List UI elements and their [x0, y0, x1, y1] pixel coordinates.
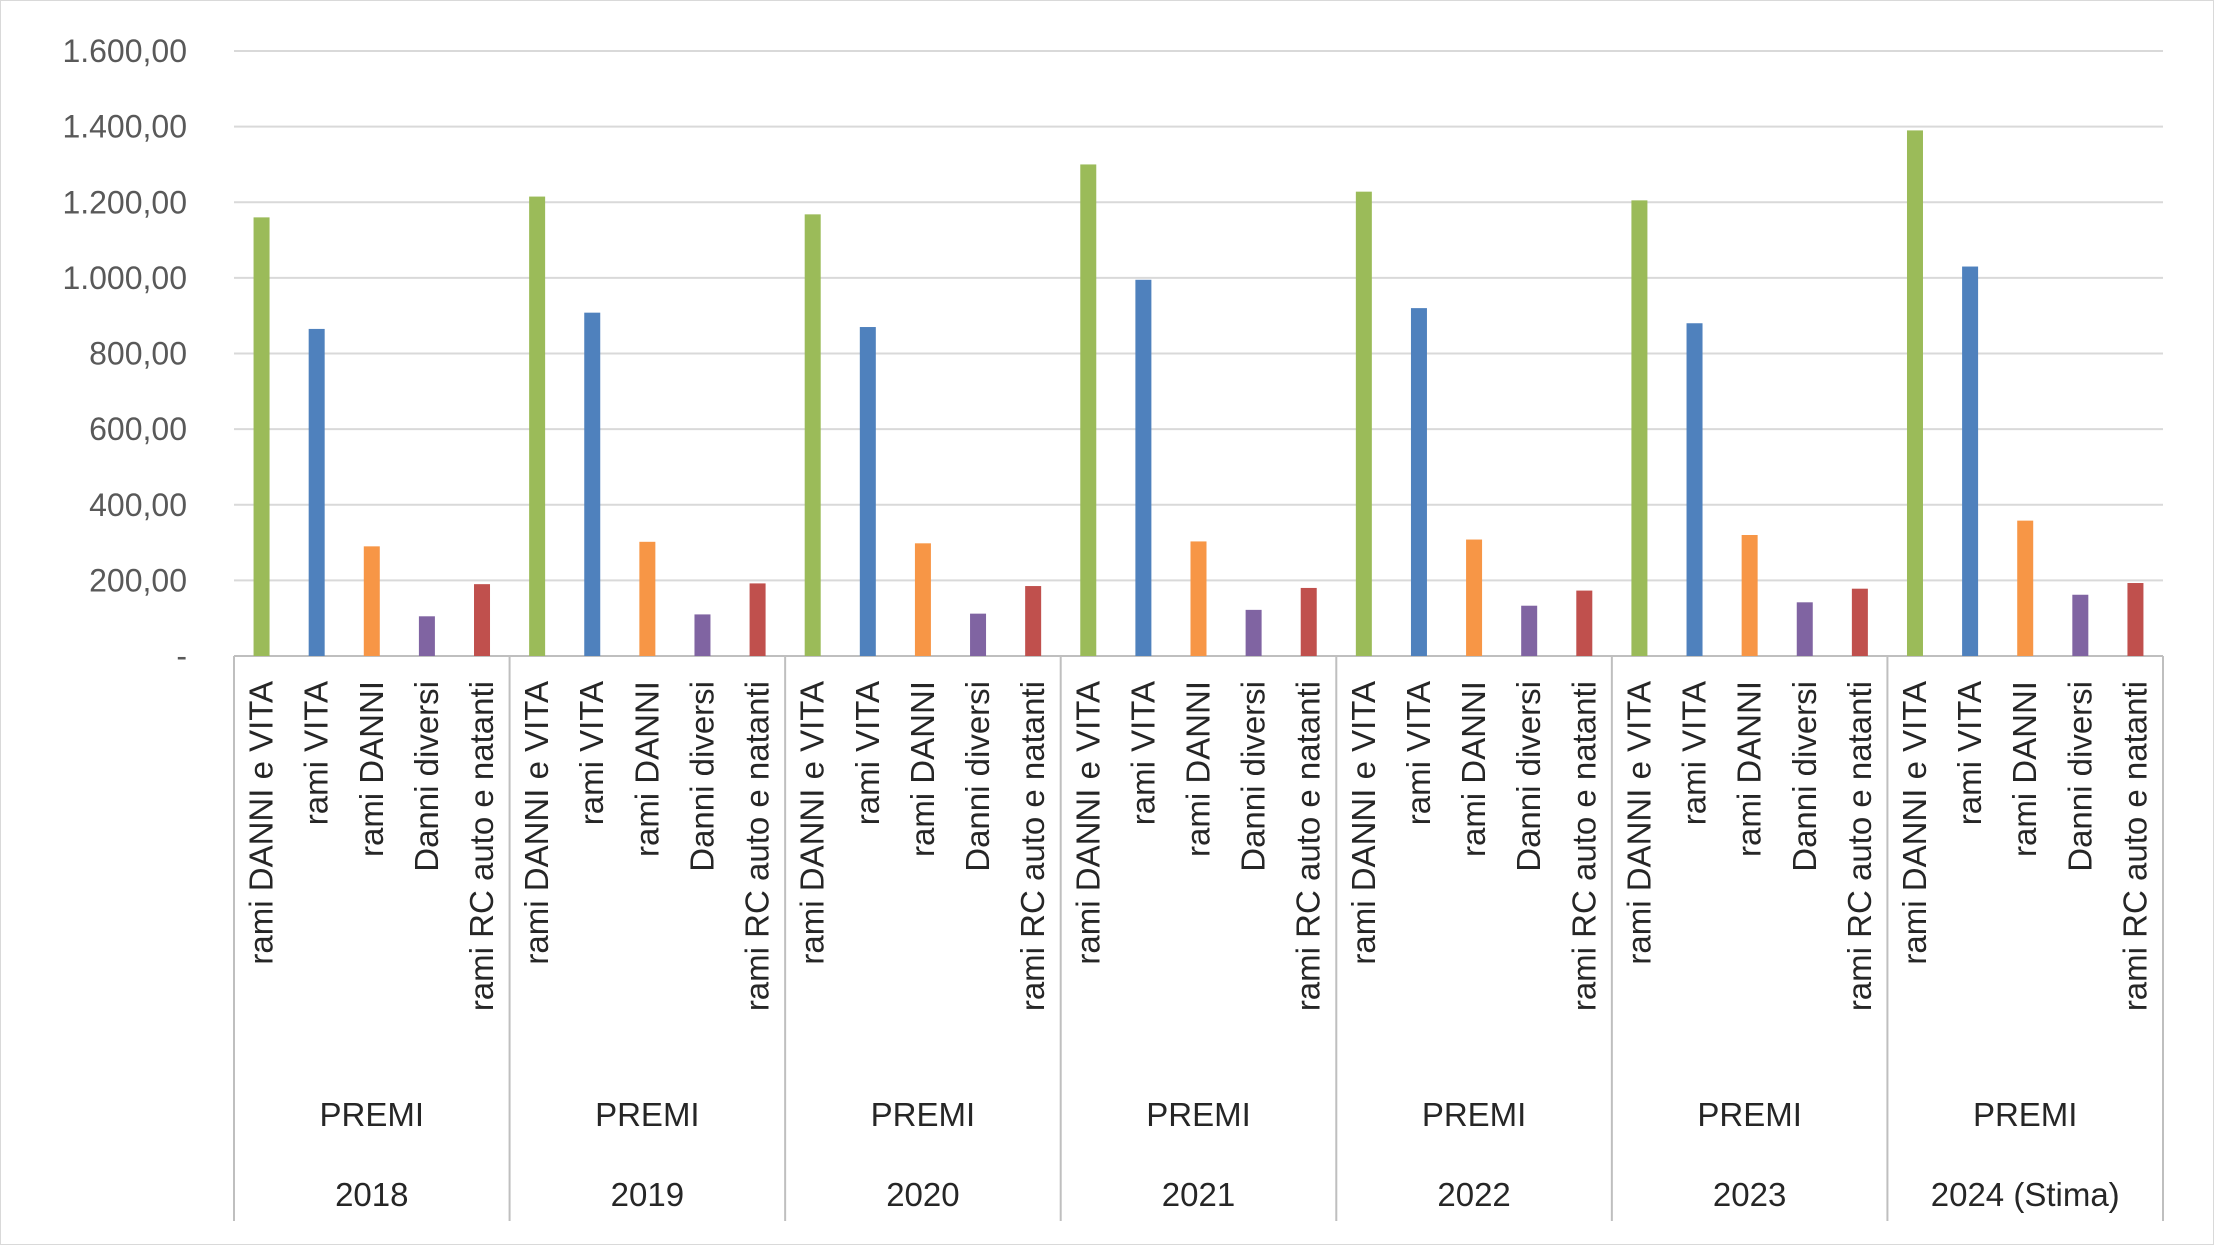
- category-label: rami VITA: [573, 681, 610, 825]
- category-label: rami RC auto e natanti: [1565, 681, 1602, 1011]
- bar: [418, 616, 435, 656]
- category-label: rami RC auto e natanti: [1290, 681, 1327, 1011]
- category-label: rami RC auto e natanti: [739, 681, 776, 1011]
- year-label: 2021: [1162, 1176, 1235, 1213]
- bar: [859, 327, 876, 656]
- year-label: 2019: [611, 1176, 684, 1213]
- y-tick-label: 600,00: [89, 411, 187, 447]
- category-label: rami VITA: [1951, 681, 1988, 825]
- category-label: rami RC auto e natanti: [1841, 681, 1878, 1011]
- year-label: 2023: [1713, 1176, 1786, 1213]
- category-label: rami DANNI: [1731, 681, 1768, 857]
- bar: [1355, 191, 1372, 656]
- bar: [1521, 605, 1538, 656]
- category-label: rami RC auto e natanti: [1014, 681, 1051, 1011]
- bar: [529, 196, 546, 656]
- category-label: rami DANNI e VITA: [1069, 681, 1106, 965]
- bar: [1906, 130, 1923, 656]
- y-tick-label: 200,00: [89, 562, 187, 598]
- year-label: 2020: [886, 1176, 959, 1213]
- bar: [1576, 590, 1593, 656]
- bar: [363, 546, 380, 656]
- year-label: 2022: [1437, 1176, 1510, 1213]
- group-label: PREMI: [1422, 1096, 1527, 1133]
- category-label: rami VITA: [1676, 681, 1713, 825]
- group-label: PREMI: [871, 1096, 976, 1133]
- category-label: rami DANNI e VITA: [243, 681, 280, 965]
- bar: [2017, 520, 2034, 656]
- bar: [1025, 586, 1042, 656]
- bar: [1410, 308, 1427, 656]
- y-tick-label: 1.400,00: [62, 109, 187, 145]
- category-label: Danni diversi: [959, 681, 996, 872]
- bar: [1851, 588, 1868, 656]
- bar: [2127, 583, 2144, 656]
- bar: [694, 614, 711, 656]
- bar: [639, 541, 656, 656]
- bar: [1245, 609, 1262, 656]
- bar: [1631, 200, 1648, 656]
- bar: [1796, 602, 1813, 656]
- group-label: PREMI: [1697, 1096, 1802, 1133]
- category-label: rami DANNI: [1455, 681, 1492, 857]
- category-label: Danni diversi: [1786, 681, 1823, 872]
- category-label: rami DANNI: [353, 681, 390, 857]
- category-label: rami DANNI: [2006, 681, 2043, 857]
- bar: [1686, 323, 1703, 656]
- category-label: rami DANNI e VITA: [1345, 681, 1382, 965]
- bar: [1190, 541, 1207, 656]
- bar: [2072, 594, 2089, 656]
- category-label: Danni diversi: [683, 681, 720, 872]
- year-label: 2024 (Stima): [1931, 1176, 2120, 1213]
- group-label: PREMI: [320, 1096, 425, 1133]
- bar: [1135, 279, 1152, 656]
- category-label: rami VITA: [298, 681, 335, 825]
- bar: [253, 217, 270, 656]
- bar: [1741, 535, 1758, 656]
- bar: [1080, 164, 1097, 656]
- category-label: rami VITA: [1124, 681, 1161, 825]
- y-tick-label: 400,00: [89, 487, 187, 523]
- y-tick-label: 1.200,00: [62, 184, 187, 220]
- y-tick-label: 800,00: [89, 336, 187, 372]
- y-tick-label: -: [176, 638, 187, 674]
- y-tick-label: 1.000,00: [62, 260, 187, 296]
- bar: [749, 583, 766, 656]
- bar: [584, 312, 601, 656]
- category-label: rami DANNI e VITA: [794, 681, 831, 965]
- category-label: Danni diversi: [1510, 681, 1547, 872]
- category-label: rami DANNI e VITA: [1620, 681, 1657, 965]
- category-label: rami DANNI e VITA: [1896, 681, 1933, 965]
- bar: [1962, 266, 1979, 656]
- category-label: rami RC auto e natanti: [2116, 681, 2153, 1011]
- y-tick-label: 1.600,00: [62, 33, 187, 69]
- bar: [308, 328, 325, 656]
- bar: [804, 214, 821, 656]
- group-label: PREMI: [595, 1096, 700, 1133]
- category-label: rami DANNI: [904, 681, 941, 857]
- category-label: rami DANNI e VITA: [518, 681, 555, 965]
- bar: [1300, 587, 1317, 656]
- category-label: Danni diversi: [2061, 681, 2098, 872]
- bar: [474, 584, 491, 656]
- bar: [914, 543, 931, 656]
- category-label: rami VITA: [1400, 681, 1437, 825]
- group-label: PREMI: [1146, 1096, 1251, 1133]
- group-label: PREMI: [1973, 1096, 2078, 1133]
- category-label: Danni diversi: [1235, 681, 1272, 872]
- category-label: rami VITA: [849, 681, 886, 825]
- category-label: rami RC auto e natanti: [463, 681, 500, 1011]
- category-label: rami DANNI: [628, 681, 665, 857]
- bar: [1466, 539, 1483, 656]
- category-label: Danni diversi: [408, 681, 445, 872]
- year-label: 2018: [335, 1176, 408, 1213]
- category-label: rami DANNI: [1180, 681, 1217, 857]
- bar: [970, 613, 987, 656]
